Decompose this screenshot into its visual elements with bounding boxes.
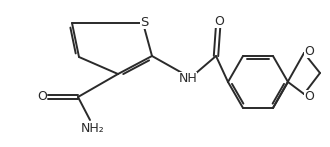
Text: O: O	[304, 45, 314, 57]
Text: NH: NH	[179, 71, 197, 85]
Text: S: S	[140, 15, 148, 29]
Text: NH₂: NH₂	[81, 122, 105, 135]
Text: O: O	[304, 90, 314, 102]
Text: O: O	[37, 91, 47, 103]
Text: O: O	[214, 15, 224, 27]
